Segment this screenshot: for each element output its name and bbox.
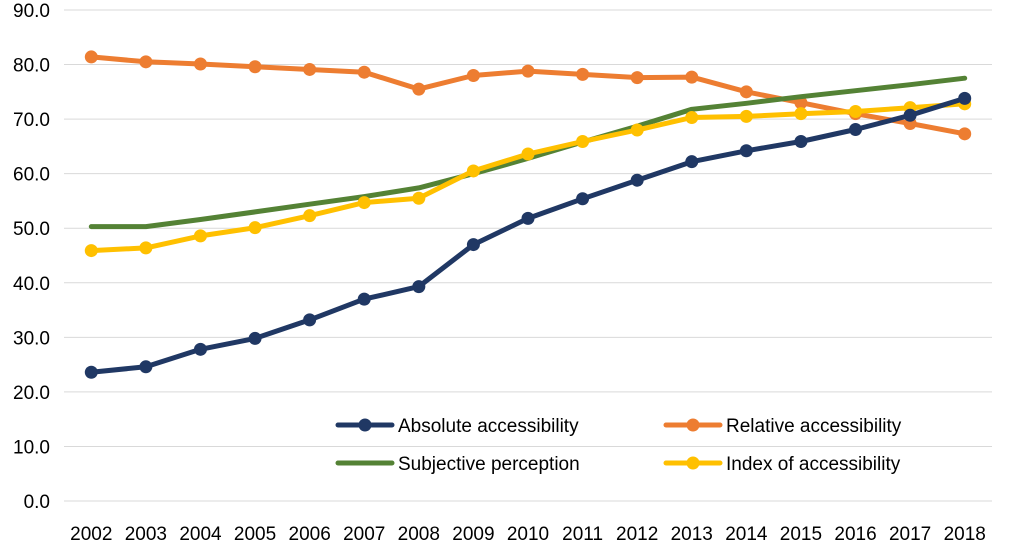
data-point [903,108,917,122]
data-point [412,280,426,294]
x-tick-label: 2016 [834,524,876,544]
data-point [84,50,98,64]
y-tick-label: 10.0 [13,437,50,458]
x-tick-label: 2018 [944,524,986,544]
data-point [849,122,863,136]
y-tick-label: 40.0 [13,274,50,295]
y-tick-label: 80.0 [13,56,50,77]
data-point [357,65,371,79]
x-tick-label: 2006 [289,524,331,544]
data-point [248,331,262,345]
x-tick-label: 2011 [562,524,603,544]
x-tick-label: 2015 [780,524,822,544]
data-point [794,107,808,121]
data-point [521,147,535,161]
data-point [958,91,972,105]
y-tick-label: 50.0 [13,219,50,240]
x-tick-label: 2003 [125,524,167,544]
legend-label: Relative accessibility [726,416,902,437]
data-point [466,238,480,252]
gridlines [64,9,992,502]
data-point [521,211,535,225]
y-tick-label: 30.0 [13,328,50,349]
legend-label: Subjective perception [398,454,580,475]
legend-marker [686,418,700,432]
legend: Absolute accessibility Relative accessibi… [335,416,902,475]
data-point [685,70,699,84]
x-tick-label: 2002 [70,524,112,544]
y-axis-tick-labels: 0.0 10.0 20.0 30.0 40.0 50.0 60.0 70.0 80.0 90.0 [13,1,50,513]
x-tick-label: 2012 [616,524,658,544]
data-point [84,365,98,379]
data-point [357,292,371,306]
data-point [303,62,317,76]
series-lines [84,50,972,379]
data-point [139,241,153,255]
data-point [739,85,753,99]
y-tick-label: 0.0 [24,492,50,513]
x-tick-label: 2017 [889,524,931,544]
y-tick-label: 20.0 [13,383,50,404]
data-point [630,71,644,85]
x-tick-label: 2009 [452,524,494,544]
legend-marker [686,456,700,470]
data-point [303,313,317,327]
data-point [630,123,644,137]
data-point [357,196,371,210]
data-point [849,104,863,118]
data-point [193,57,207,71]
data-point [193,342,207,356]
series-line-0 [88,95,968,375]
x-tick-label: 2014 [725,524,768,544]
data-point [521,64,535,78]
legend-label: Absolute accessibility [398,416,579,437]
x-tick-label: 2013 [671,524,713,544]
data-point [303,209,317,223]
x-tick-label: 2010 [507,524,549,544]
x-axis-tick-labels: 2002 2003 2004 2005 2006 2007 2008 2009 2010 2011… [70,524,986,544]
x-tick-label: 2004 [179,524,222,544]
data-point [412,191,426,205]
y-tick-label: 70.0 [13,110,50,131]
data-point [193,229,207,243]
data-point [84,244,98,258]
data-point [958,127,972,141]
x-tick-label: 2007 [343,524,385,544]
data-point [576,192,590,206]
data-point [739,144,753,158]
data-point [139,360,153,374]
data-point [139,55,153,69]
data-point [466,68,480,82]
data-point [466,164,480,178]
data-point [739,109,753,123]
data-point [685,155,699,169]
data-point [248,60,262,74]
data-point [412,82,426,96]
data-point [576,134,590,148]
x-tick-label: 2008 [398,524,440,544]
legend-marker [358,418,372,432]
data-point [248,221,262,235]
data-point [794,134,808,148]
y-tick-label: 90.0 [13,1,50,22]
legend-label: Index of accessibility [726,454,901,475]
data-point [630,173,644,187]
data-point [685,110,699,124]
data-point [576,67,590,81]
y-tick-label: 60.0 [13,165,50,186]
x-tick-label: 2005 [234,524,276,544]
